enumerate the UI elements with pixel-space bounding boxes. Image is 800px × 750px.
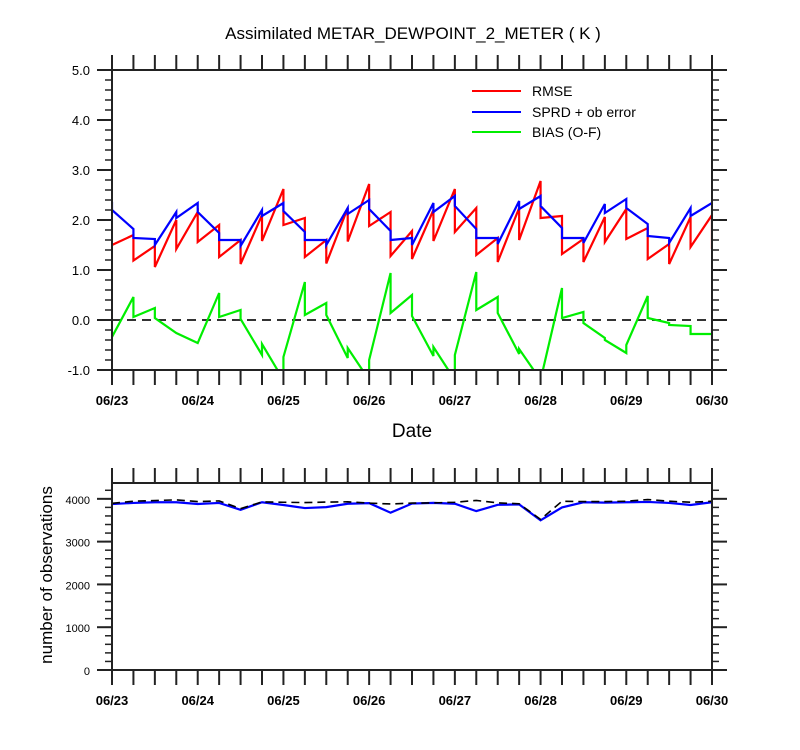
- legend-label-sprd: SPRD + ob error: [532, 104, 636, 120]
- legend: RMSE SPRD + ob error BIAS (O-F): [472, 83, 636, 140]
- bottom-panel-y-tick-label: 0: [84, 666, 90, 678]
- top-panel-x-tick-label: 06/26: [353, 393, 386, 408]
- bottom-panel-x-tick-label: 06/26: [353, 693, 386, 708]
- chart-title: Assimilated METAR_DEWPOINT_2_METER ( K ): [225, 24, 601, 43]
- top-panel-x-tick-label: 06/29: [610, 393, 643, 408]
- bottom-panel-y-tick-label: 1000: [66, 623, 90, 635]
- bottom-panel-x-tick-label: 06/29: [610, 693, 643, 708]
- bottom-panel-x-tick-label: 06/25: [267, 693, 300, 708]
- top-panel-x-tick-label: 06/27: [439, 393, 472, 408]
- bottom-panel-plot-frame: [111, 482, 713, 671]
- bottom-panel-x-tick-label: 06/23: [96, 693, 129, 708]
- top-panel-x-tick-label: 06/28: [524, 393, 557, 408]
- top-panel-series-sprd-ob-error: [112, 193, 712, 250]
- bottom-panel-series-solid-series: [112, 500, 712, 522]
- top-panel-y-tick-label: 2.0: [72, 213, 90, 228]
- top-panel-y-tick-label: 1.0: [72, 263, 90, 278]
- top-panel-y-tick-label: -1.0: [68, 363, 90, 378]
- top-panel-x-tick-label: 06/23: [96, 393, 129, 408]
- bottom-panel-y-tick-label: 2000: [66, 580, 90, 592]
- x-axis-label: Date: [392, 421, 432, 442]
- top-panel-series-bias-o-f: [112, 271, 712, 370]
- bottom-panel-x-tick-label: 06/27: [439, 693, 472, 708]
- bottom-panel-x-tick-label: 06/30: [696, 693, 729, 708]
- top-panel-x-tick-label: 06/24: [181, 393, 214, 408]
- top-panel-y-tick-label: 3.0: [72, 163, 90, 178]
- top-panel-y-tick-label: 4.0: [72, 113, 90, 128]
- legend-label-rmse: RMSE: [532, 83, 572, 99]
- y-axis-label-observations: number of observations: [37, 486, 56, 664]
- bottom-panel-x-tick-label: 06/24: [181, 693, 214, 708]
- top-panel-x-tick-label: 06/30: [696, 393, 729, 408]
- bottom-panel-y-tick-label: 3000: [66, 538, 90, 550]
- bottom-panel-series-dashed-series: [112, 498, 712, 521]
- bottom-panel-x-tick-label: 06/28: [524, 693, 557, 708]
- top-panel-y-tick-label: 5.0: [72, 63, 90, 78]
- top-panel-y-tick-label: 0.0: [72, 313, 90, 328]
- top-panel-x-tick-label: 06/25: [267, 393, 300, 408]
- legend-label-bias: BIAS (O-F): [532, 124, 601, 140]
- bottom-panel-y-tick-label: 4000: [66, 495, 90, 507]
- top-panel-series-rmse: [112, 180, 712, 268]
